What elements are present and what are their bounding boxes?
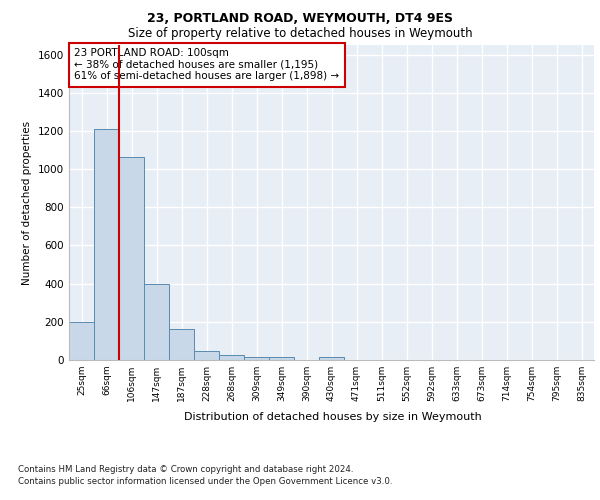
Text: Size of property relative to detached houses in Weymouth: Size of property relative to detached ho… [128,28,472,40]
Bar [319,358,344,360]
Bar [119,156,144,360]
Bar [169,330,194,360]
Bar [219,355,244,360]
Bar [269,358,294,360]
Bar [194,351,219,360]
Text: Distribution of detached houses by size in Weymouth: Distribution of detached houses by size … [184,412,482,422]
Text: 23, PORTLAND ROAD, WEYMOUTH, DT4 9ES: 23, PORTLAND ROAD, WEYMOUTH, DT4 9ES [147,12,453,26]
Bar [69,322,94,360]
Text: 23 PORTLAND ROAD: 100sqm
← 38% of detached houses are smaller (1,195)
61% of sem: 23 PORTLAND ROAD: 100sqm ← 38% of detach… [74,48,340,82]
Bar [244,356,269,360]
Y-axis label: Number of detached properties: Number of detached properties [22,120,32,284]
Bar [144,284,169,360]
Bar [94,129,119,360]
Text: Contains public sector information licensed under the Open Government Licence v3: Contains public sector information licen… [18,478,392,486]
Text: Contains HM Land Registry data © Crown copyright and database right 2024.: Contains HM Land Registry data © Crown c… [18,465,353,474]
